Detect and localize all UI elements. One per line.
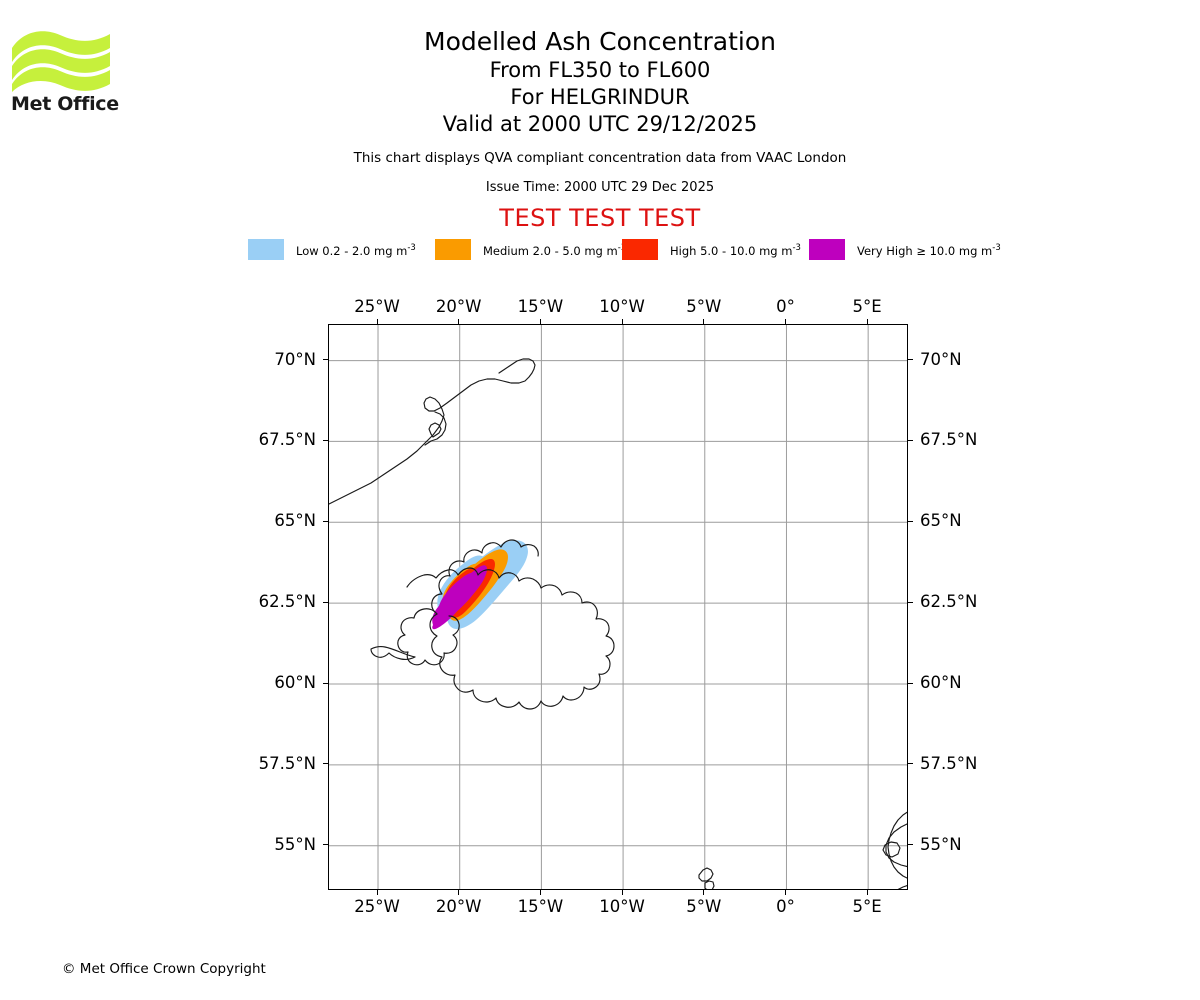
legend-label-high: High 5.0 - 10.0 mg m-3: [670, 242, 801, 258]
ash-plume-contours: [432, 540, 528, 630]
tick-label-lat-left: 65°N: [274, 511, 316, 531]
tick-mark: [323, 601, 328, 603]
tick-label-lat-right: 65°N: [920, 511, 962, 531]
valid-time: Valid at 2000 UTC 29/12/2025: [442, 112, 758, 136]
legend-swatch-low: [248, 239, 284, 260]
chart-header: Modelled Ash Concentration From FL350 to…: [160, 26, 1040, 232]
tick-mark: [866, 890, 868, 895]
tick-label-lat-left: 57.5°N: [258, 753, 316, 773]
legend-entry-high: High 5.0 - 10.0 mg m-3: [622, 239, 809, 260]
tick-label-lat-right: 67.5°N: [920, 430, 978, 450]
legend-label-very-high: Very High ≥ 10.0 mg m-3: [857, 242, 1001, 258]
page-title: Modelled Ash Concentration: [424, 27, 776, 56]
qva-note: This chart displays QVA compliant concen…: [353, 150, 847, 166]
flight-level-range: From FL350 to FL600: [489, 58, 711, 82]
tick-label-lon-top: 15°W: [517, 297, 564, 316]
tick-mark: [376, 319, 378, 324]
tick-mark: [323, 359, 328, 361]
coast-greenland: [329, 358, 536, 505]
tick-mark: [323, 844, 328, 846]
legend-label-medium: Medium 2.0 - 5.0 mg m-3: [483, 243, 626, 258]
tick-label-lat-right: 62.5°N: [920, 592, 978, 612]
met-office-wordmark: Met Office: [11, 93, 119, 115]
tick-mark: [908, 520, 913, 522]
tick-mark: [784, 890, 786, 895]
tick-label-lon-bottom: 10°W: [599, 897, 645, 916]
tick-label-lat-left: 55°N: [274, 834, 316, 854]
tick-mark: [908, 601, 913, 603]
coast-iceland: [406, 539, 615, 710]
tick-mark: [908, 359, 913, 361]
tick-mark: [323, 763, 328, 765]
coast-greenland-detail: [428, 422, 442, 438]
tick-mark: [539, 319, 541, 324]
test-banner: TEST TEST TEST: [499, 204, 701, 232]
legend-entry-low: Low 0.2 - 2.0 mg m-3: [248, 239, 435, 260]
tick-label-lat-right: 70°N: [920, 349, 962, 369]
tick-mark: [908, 763, 913, 765]
tick-label-lat-left: 70°N: [274, 349, 316, 369]
tick-label-lon-bottom: 0°: [776, 897, 795, 916]
coast-iceland-westfjords: [397, 608, 460, 666]
coast-norway: [887, 811, 907, 889]
tick-label-lon-bottom: 5°E: [852, 897, 882, 916]
coast-faroe-2: [704, 880, 715, 889]
ash-contour-very-high: [432, 565, 488, 630]
legend-entry-very-high: Very High ≥ 10.0 mg m-3: [809, 239, 1001, 260]
tick-label-lon-bottom: 5°W: [686, 897, 722, 916]
map-canvas: [329, 325, 907, 889]
tick-mark: [908, 439, 913, 441]
coast-greenland-fjords: [424, 411, 447, 446]
legend-swatch-very-high: [809, 239, 845, 260]
tick-mark: [323, 439, 328, 441]
tick-mark: [784, 319, 786, 324]
tick-label-lon-top: 5°W: [686, 297, 722, 316]
tick-mark: [323, 520, 328, 522]
tick-label-lat-right: 55°N: [920, 834, 962, 854]
tick-label-lon-bottom: 25°W: [354, 897, 400, 916]
issue-time: Issue Time: 2000 UTC 29 Dec 2025: [485, 180, 715, 195]
tick-label-lon-top: 25°W: [354, 297, 400, 316]
tick-label-lon-bottom: 20°W: [435, 897, 482, 916]
copyright-footer: © Met Office Crown Copyright: [62, 961, 266, 977]
tick-mark: [621, 890, 623, 895]
coast-norway-fjord-1: [885, 823, 907, 868]
tick-label-lon-top: 5°E: [852, 297, 882, 316]
coast-iceland-snaefellsnes: [370, 646, 416, 660]
legend-label-low: Low 0.2 - 2.0 mg m-3: [296, 242, 416, 258]
tick-mark: [908, 682, 913, 684]
concentration-legend: Low 0.2 - 2.0 mg m-3 Medium 2.0 - 5.0 mg …: [248, 239, 1001, 260]
tick-mark: [376, 890, 378, 895]
map-plot: 25°W 25°W 20°W 20°W 15°W 15°W 10°W 10°W 5°W 5°W 0°…: [259, 298, 978, 916]
graticule-grid: [329, 325, 907, 889]
tick-mark: [458, 319, 460, 324]
tick-mark: [323, 682, 328, 684]
legend-entry-medium: Medium 2.0 - 5.0 mg m-3: [435, 239, 626, 260]
map-frame: [328, 324, 908, 890]
tick-label-lon-top: 10°W: [599, 297, 645, 316]
tick-label-lat-left: 67.5°N: [258, 430, 316, 450]
met-office-waves-icon: [12, 31, 110, 92]
tick-mark: [703, 319, 705, 324]
legend-swatch-high: [622, 239, 658, 260]
tick-label-lon-bottom: 15°W: [517, 897, 564, 916]
met-office-logo: Met Office: [10, 26, 130, 116]
tick-label-lat-right: 57.5°N: [920, 753, 978, 773]
volcano-name: For HELGRINDUR: [510, 85, 690, 109]
tick-mark: [703, 890, 705, 895]
legend-swatch-medium: [435, 239, 471, 260]
tick-label-lat-right: 60°N: [920, 673, 962, 692]
tick-label-lat-left: 62.5°N: [258, 592, 316, 612]
tick-label-lon-top: 20°W: [435, 297, 482, 316]
tick-mark: [539, 890, 541, 895]
tick-mark: [866, 319, 868, 324]
tick-mark: [458, 890, 460, 895]
coast-norway-island-1: [882, 841, 901, 858]
coastlines: [329, 358, 907, 889]
tick-mark: [908, 844, 913, 846]
tick-label-lat-left: 60°N: [274, 673, 316, 692]
coast-faroe: [698, 867, 714, 882]
tick-label-lon-top: 0°: [776, 297, 795, 316]
tick-mark: [621, 319, 623, 324]
